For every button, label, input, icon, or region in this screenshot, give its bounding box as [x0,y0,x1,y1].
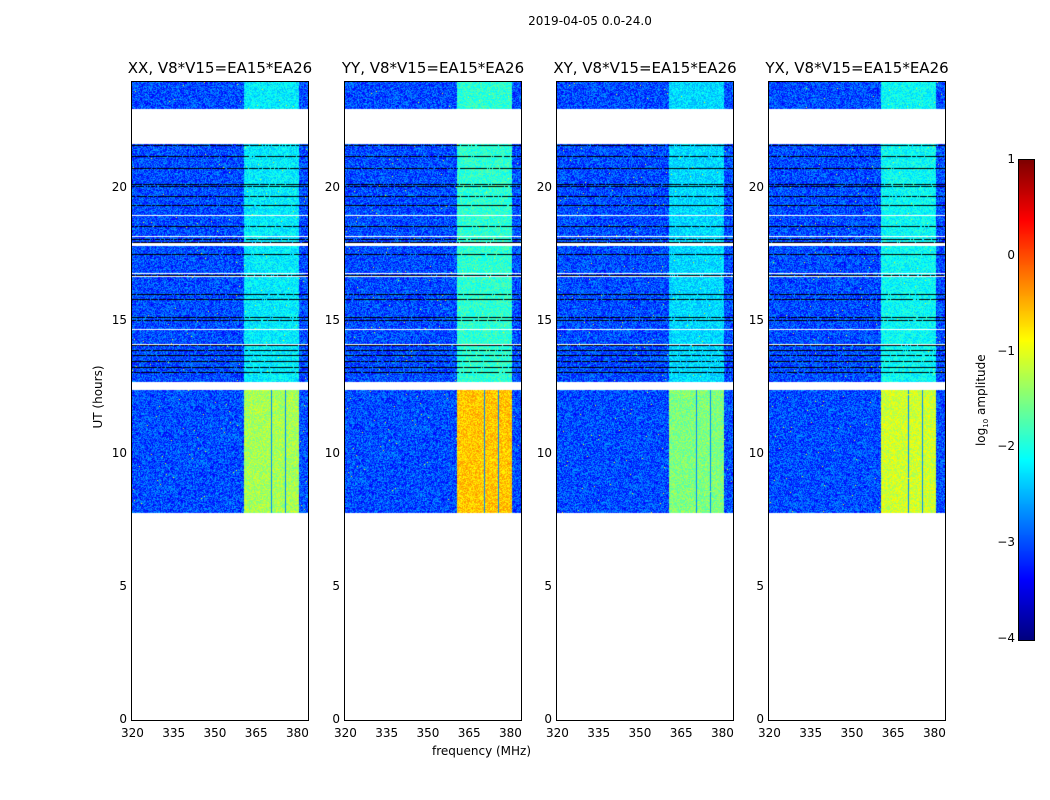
x-tick-label: 365 [669,726,693,740]
spectrogram-panel [131,81,309,721]
x-tick-label: 335 [162,726,186,740]
x-tick-label: 335 [799,726,823,740]
colorbar-label-main: log [973,427,988,447]
y-tick-label: 10 [111,446,127,461]
x-axis-label: frequency (MHz) [432,744,532,758]
spectrogram-heatmap [345,82,521,720]
panel-title: YY, V8*V15=EA15*EA26 [341,59,525,77]
y-tick-label: 0 [332,712,340,726]
y-tick-label: 15 [748,313,764,328]
x-tick-label: 350 [840,726,864,740]
y-tick-label: 5 [544,579,552,594]
colorbar-tick-label: −2 [997,439,1015,454]
colorbar-label: log10 amplitude [974,340,990,460]
x-tick-label: 365 [457,726,481,740]
y-tick-label: 0 [119,712,127,726]
x-tick-label: 320 [121,726,144,740]
y-tick-label: 10 [536,446,552,461]
colorbar [1018,159,1035,641]
y-tick-label: 15 [111,313,127,328]
y-tick-label: 20 [324,180,340,195]
y-axis-label: UT (hours) [91,365,105,429]
y-tick-label: 15 [324,313,340,328]
colorbar-label-sub: 10 [982,418,991,428]
x-tick-label: 350 [203,726,227,740]
figure-title: 2019-04-05 0.0-24.0 [528,14,652,28]
spectrogram-heatmap [769,82,945,720]
y-tick-label: 5 [332,579,340,594]
colorbar-tick-label: 1 [1007,152,1015,166]
y-tick-label: 10 [748,446,764,461]
y-tick-label: 20 [111,180,127,195]
x-tick-label: 380 [499,726,522,740]
y-tick-label: 20 [536,180,552,195]
x-tick-label: 350 [416,726,440,740]
x-tick-label: 365 [881,726,905,740]
x-tick-label: 320 [546,726,569,740]
spectrogram-panel [768,81,946,721]
y-tick-label: 15 [536,313,552,328]
x-tick-label: 380 [286,726,309,740]
x-tick-label: 320 [758,726,781,740]
colorbar-label-rest: amplitude [973,354,988,419]
spectrogram-panel [556,81,734,721]
y-tick-label: 20 [748,180,764,195]
colorbar-tick-label: −4 [997,631,1015,645]
panel-title: XY, V8*V15=EA15*EA26 [553,59,737,77]
x-tick-label: 365 [244,726,268,740]
colorbar-tick-label: 0 [1007,247,1015,262]
y-tick-label: 10 [324,446,340,461]
x-tick-label: 320 [334,726,357,740]
x-tick-label: 380 [711,726,734,740]
y-tick-label: 0 [756,712,764,726]
panel-title: XX, V8*V15=EA15*EA26 [127,59,313,77]
y-tick-label: 0 [544,712,552,726]
spectrogram-heatmap [132,82,308,720]
spectrogram-heatmap [557,82,733,720]
y-tick-label: 5 [756,579,764,594]
spectrogram-panel [344,81,522,721]
colorbar-tick-label: −1 [997,343,1015,358]
x-tick-label: 350 [628,726,652,740]
x-tick-label: 380 [923,726,946,740]
colorbar-gradient [1019,160,1034,640]
colorbar-tick-label: −3 [997,535,1015,550]
panel-title: YX, V8*V15=EA15*EA26 [765,59,949,77]
x-tick-label: 335 [587,726,611,740]
y-tick-label: 5 [119,579,127,594]
x-tick-label: 335 [375,726,399,740]
